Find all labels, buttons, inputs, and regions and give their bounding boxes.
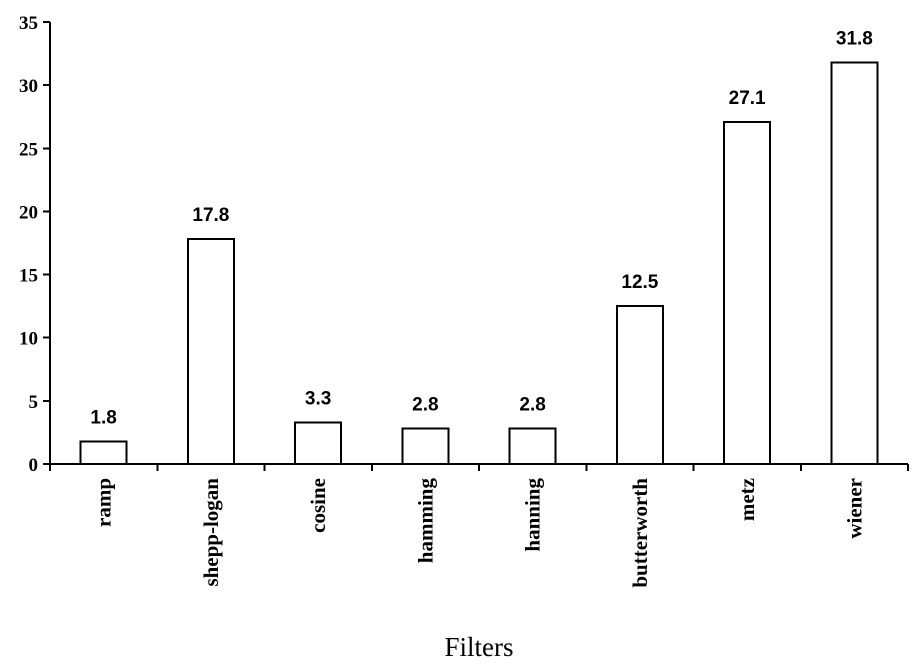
data-label-shepp-logan: 17.8 bbox=[192, 205, 229, 226]
y-tick-label: 35 bbox=[19, 13, 38, 34]
bar-cosine bbox=[294, 421, 343, 465]
y-tick-label: 15 bbox=[19, 266, 38, 287]
bar-hanning bbox=[508, 427, 557, 466]
data-label-cosine: 3.3 bbox=[305, 388, 331, 409]
bar-butterworth bbox=[615, 305, 664, 465]
data-label-hamming: 2.8 bbox=[412, 395, 438, 416]
x-tick-label: cosine bbox=[306, 478, 330, 533]
y-ticks: 0 5 10 15 20 25 30 35 bbox=[19, 13, 50, 476]
x-tick-label: wiener bbox=[842, 478, 866, 539]
bar-shepp-logan bbox=[186, 238, 235, 465]
y-tick-label: 30 bbox=[19, 76, 38, 97]
bar-hamming bbox=[401, 427, 450, 466]
y-tick-label: 0 bbox=[29, 455, 39, 476]
x-axis-title: Filters bbox=[444, 632, 513, 662]
data-label-butterworth: 12.5 bbox=[621, 272, 658, 293]
x-tick-label: shepp-logan bbox=[199, 478, 223, 587]
data-label-hanning: 2.8 bbox=[519, 395, 545, 416]
data-label-wiener: 31.8 bbox=[836, 28, 873, 49]
bar-metz bbox=[723, 120, 772, 465]
x-tick-label: butterworth bbox=[628, 478, 652, 588]
data-label-ramp: 1.8 bbox=[90, 407, 116, 428]
data-label-metz: 27.1 bbox=[729, 88, 766, 109]
x-tick-label: metz bbox=[735, 478, 759, 521]
data-labels: 1.8 17.8 3.3 2.8 2.8 12.5 27.1 31.8 bbox=[90, 28, 872, 428]
x-tick-label: hanning bbox=[521, 478, 545, 552]
x-tick-label: hamming bbox=[413, 478, 437, 564]
y-tick-label: 25 bbox=[19, 139, 38, 160]
axes-layer bbox=[49, 22, 908, 465]
x-tick-label: ramp bbox=[92, 478, 116, 527]
x-ticks: ramp shepp-logan cosine hamming hanning butte… bbox=[49, 464, 909, 588]
bars-layer bbox=[79, 61, 879, 466]
y-tick-label: 10 bbox=[19, 329, 38, 350]
y-tick-label: 5 bbox=[29, 392, 39, 413]
bar-ramp bbox=[79, 440, 128, 466]
bar-wiener bbox=[830, 61, 879, 465]
y-tick-label: 20 bbox=[19, 202, 38, 223]
